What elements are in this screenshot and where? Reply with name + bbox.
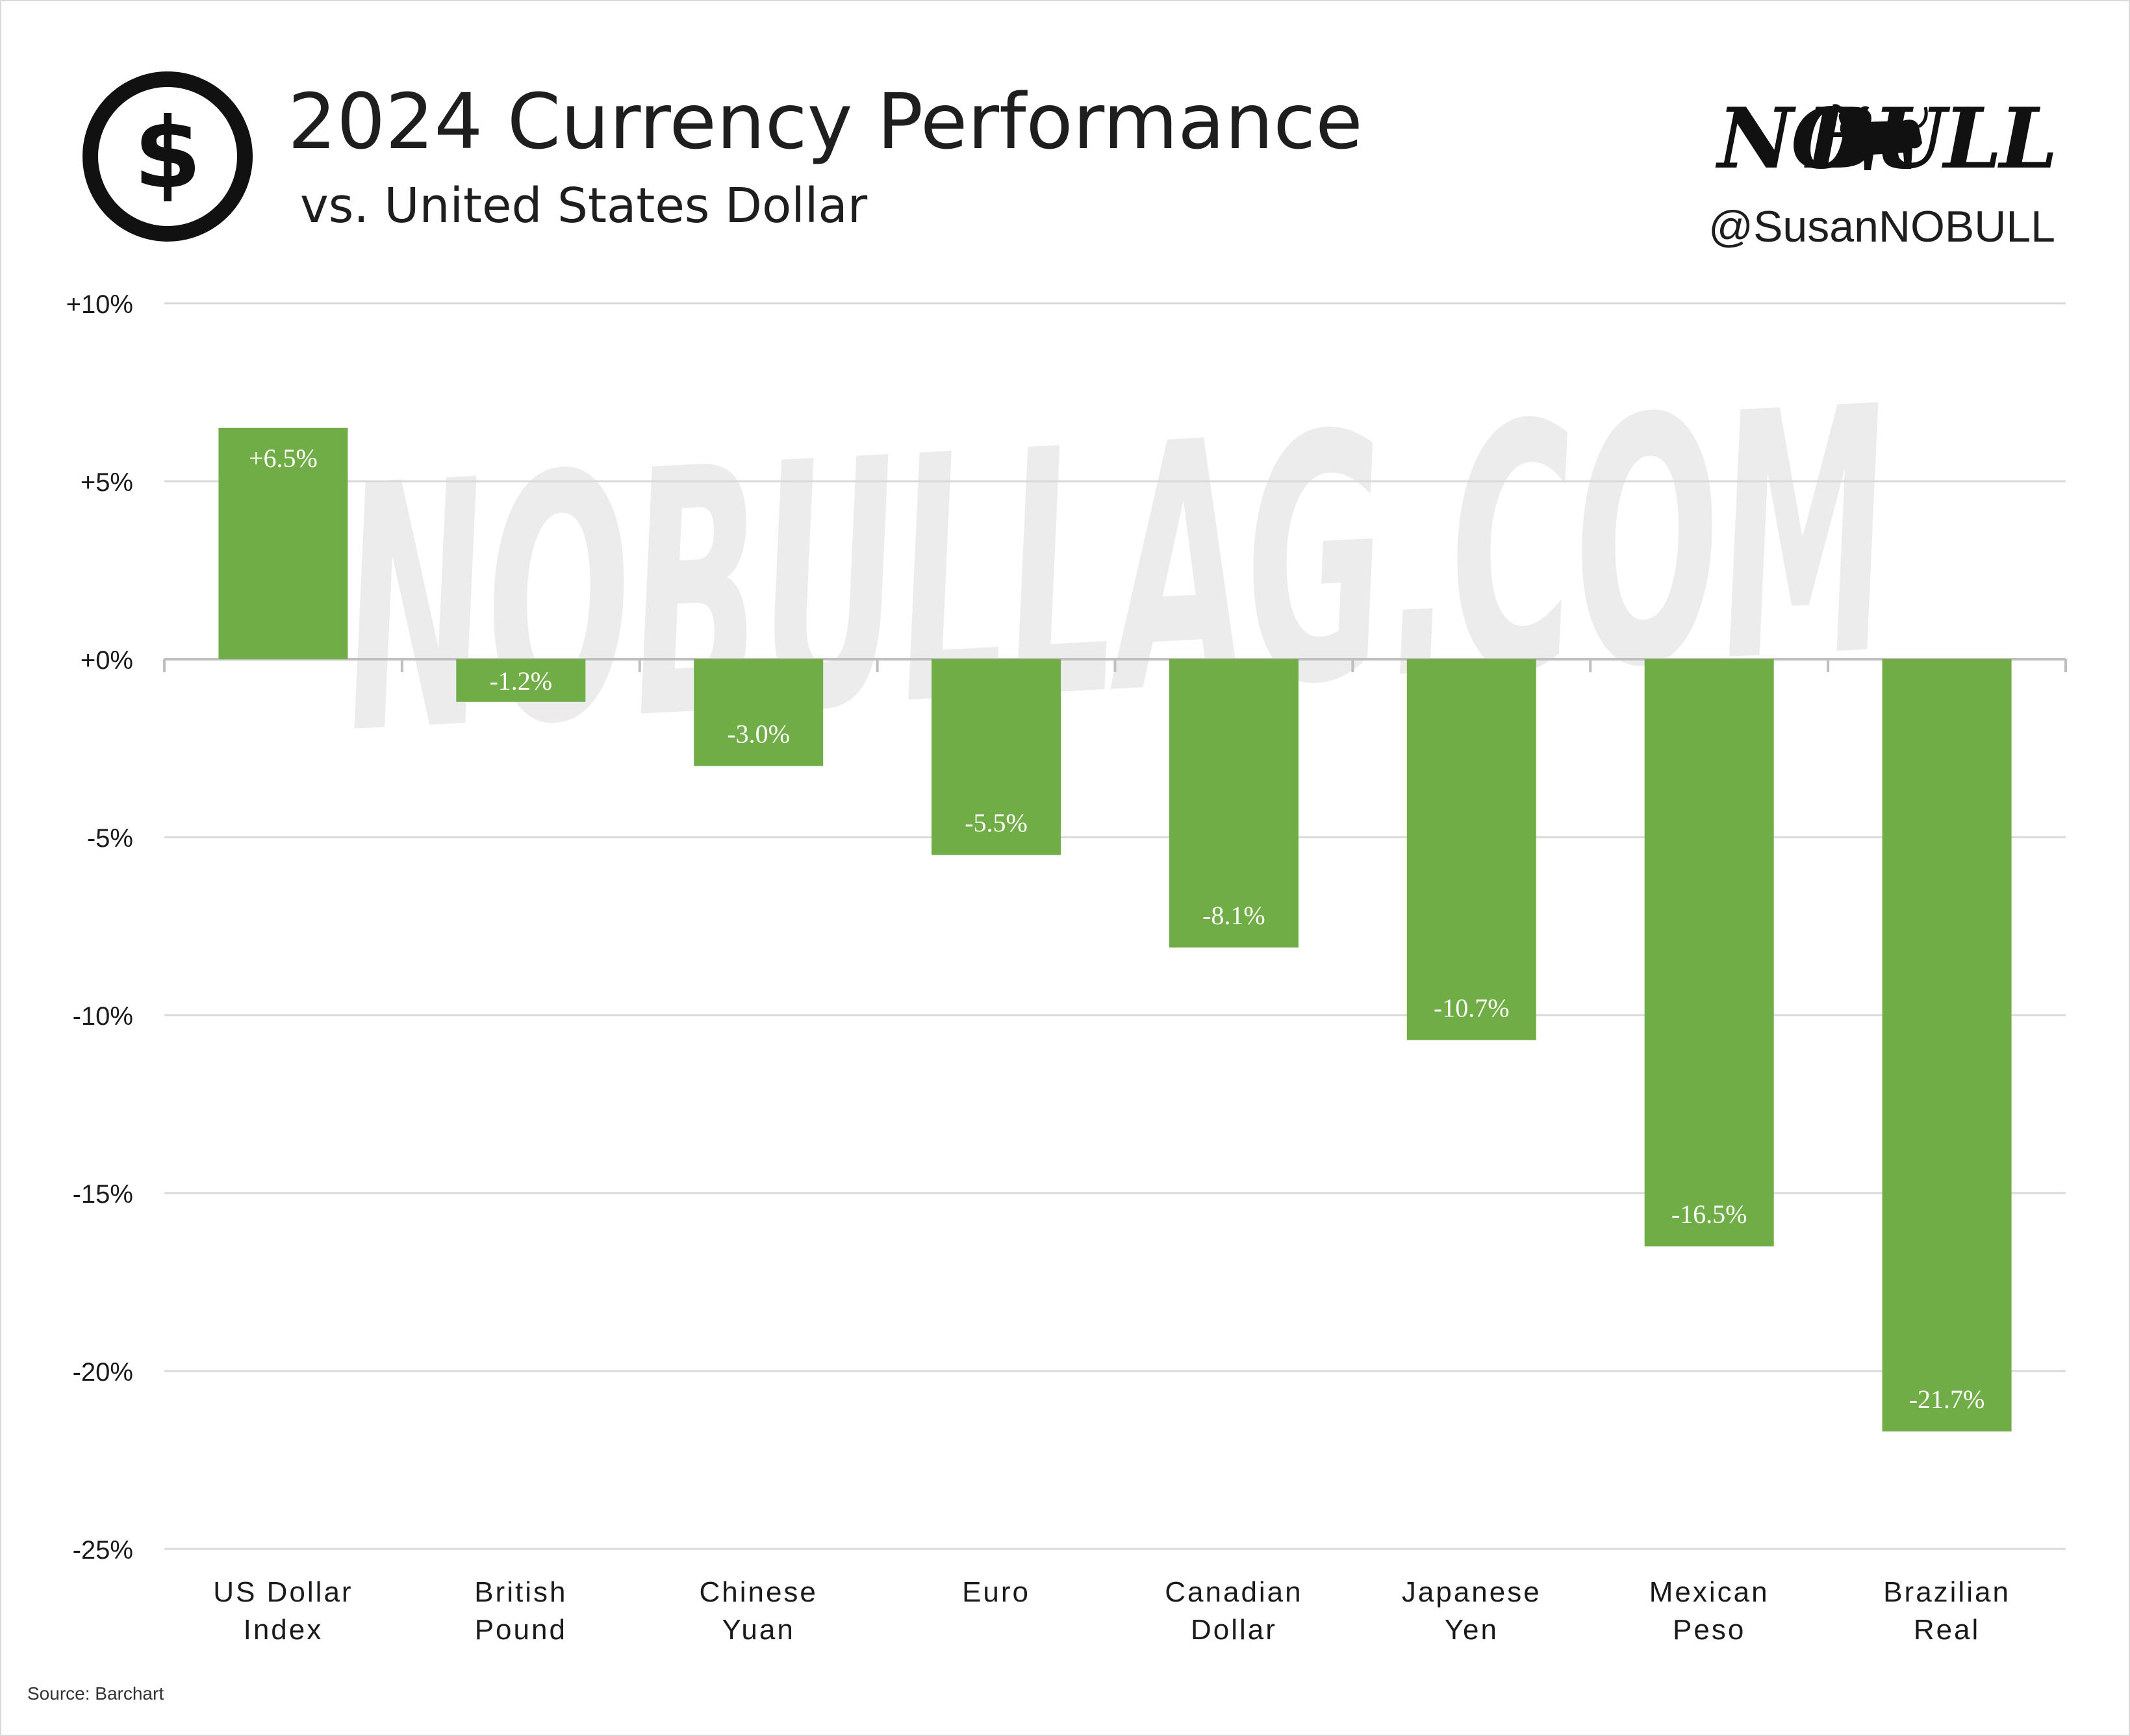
x-tick-label: Chinese bbox=[699, 1576, 817, 1608]
x-tick-label: Yen bbox=[1445, 1614, 1499, 1646]
social-handle: @SusanNOBULL bbox=[1708, 202, 2055, 251]
y-tick-label: +0% bbox=[81, 646, 133, 675]
data-label: -5.5% bbox=[965, 808, 1028, 837]
brand-logo: NO BULL bbox=[1718, 90, 2058, 188]
x-tick-label: Canadian bbox=[1165, 1576, 1302, 1608]
y-tick-label: -20% bbox=[73, 1358, 133, 1387]
data-label: -1.2% bbox=[489, 666, 552, 696]
y-tick-label: -5% bbox=[87, 824, 133, 853]
y-tick-label: +5% bbox=[81, 468, 133, 497]
x-tick-label: Mexican bbox=[1649, 1576, 1769, 1608]
x-tick-label: Euro bbox=[962, 1576, 1030, 1608]
brand-logo-right: BULL bbox=[1806, 90, 2058, 188]
x-tick-label: Yuan bbox=[722, 1614, 795, 1646]
bar bbox=[932, 659, 1061, 855]
bar bbox=[456, 659, 586, 702]
source-note: Source: Barchart bbox=[27, 1683, 164, 1704]
x-tick-label: Dollar bbox=[1191, 1614, 1277, 1646]
svg-text:$: $ bbox=[134, 97, 201, 210]
x-tick-label: Index bbox=[244, 1614, 323, 1646]
bar bbox=[1406, 659, 1536, 1040]
data-label: -8.1% bbox=[1202, 901, 1265, 930]
x-tick-label: Japanese bbox=[1402, 1576, 1541, 1608]
y-tick-label: -25% bbox=[73, 1536, 133, 1565]
brand-logo-left: NO bbox=[1718, 90, 1863, 188]
chart-subtitle: vs. United States Dollar bbox=[300, 178, 868, 234]
data-label: +6.5% bbox=[249, 444, 318, 473]
x-tick-label: Peso bbox=[1673, 1614, 1745, 1646]
data-label: -21.7% bbox=[1909, 1385, 1985, 1414]
data-label: -16.5% bbox=[1671, 1200, 1747, 1229]
y-tick-label: -10% bbox=[73, 1002, 133, 1031]
y-tick-label: -15% bbox=[73, 1180, 133, 1209]
data-label: -3.0% bbox=[727, 719, 790, 748]
bar bbox=[1644, 659, 1774, 1247]
x-tick-label: Real bbox=[1914, 1614, 1981, 1646]
x-tick-label: British bbox=[474, 1576, 567, 1608]
x-tick-label: US Dollar bbox=[213, 1576, 353, 1608]
data-label: -10.7% bbox=[1434, 993, 1510, 1022]
watermark-text: NOBULLAG.COM bbox=[335, 334, 1899, 809]
x-tick-label: Pound bbox=[475, 1614, 567, 1646]
dollar-circle-icon: $ bbox=[82, 71, 253, 242]
y-tick-label: +10% bbox=[66, 290, 133, 319]
bar bbox=[218, 427, 348, 659]
chart-title: 2024 Currency Performance bbox=[288, 77, 1363, 166]
x-tick-label: Brazilian bbox=[1883, 1576, 2010, 1608]
bull-icon bbox=[1832, 104, 1928, 170]
bar bbox=[1882, 659, 2012, 1432]
bar bbox=[694, 659, 824, 766]
bar bbox=[1169, 659, 1299, 948]
